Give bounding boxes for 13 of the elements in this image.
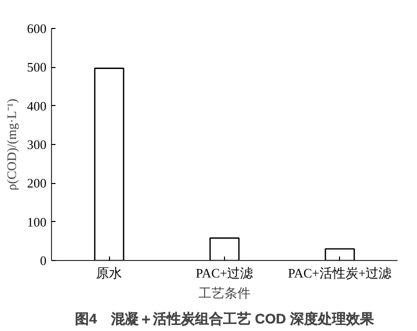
y-tick-label: 500 (27, 60, 46, 75)
x-tick-label: PAC+活性炭+过滤 (288, 266, 392, 280)
x-tick-label: 原水 (96, 266, 122, 280)
y-tick-label: 200 (27, 176, 46, 191)
y-tick-label: 100 (27, 214, 46, 230)
y-tick-label: 400 (27, 98, 46, 114)
x-tick-label: PAC+过滤 (196, 266, 254, 280)
y-tick-label: 600 (27, 21, 46, 36)
y-tick-label: 300 (27, 137, 46, 152)
x-axis-title: 工艺条件 (198, 286, 250, 300)
text: 图4 混凝＋活性炭组合工艺 COD 深度处理效果 (75, 310, 375, 326)
y-axis-title: ρ(COD)/(mg·L⁻¹) (4, 98, 19, 190)
y-tick-label: 0 (40, 253, 46, 268)
